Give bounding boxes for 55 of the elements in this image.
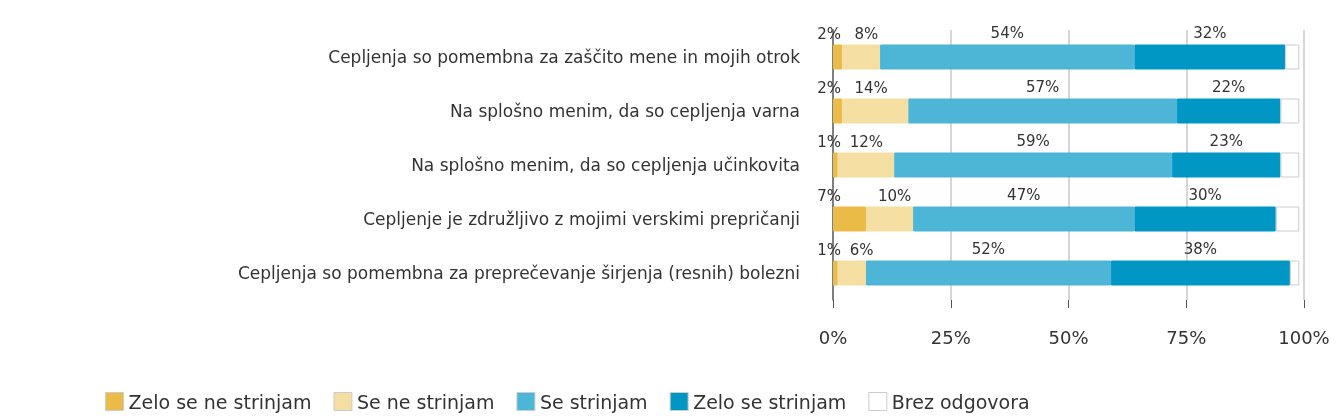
bar (865, 206, 914, 232)
data-label: 12% (849, 133, 884, 151)
y-tick-label: Cepljenja so pomembna za preprečevanje širjenja (resnih) bolezni (237, 263, 800, 283)
data-label: 10% (877, 187, 912, 205)
bar (1172, 152, 1281, 178)
y-tick-label: Cepljenja so pomembna za zaščito mene in mojih otrok (328, 47, 801, 67)
data-label: 47% (1007, 186, 1041, 204)
data-label: 8% (854, 25, 879, 43)
bar (837, 152, 895, 178)
x-tick-label: 50% (1048, 326, 1089, 348)
x-tick-label: 100% (1278, 326, 1330, 348)
data-label: 38% (1183, 240, 1218, 258)
bar (837, 260, 866, 286)
bar (833, 98, 843, 124)
bar (833, 260, 838, 286)
bar (1280, 152, 1300, 178)
legend-label: Se ne strinjam (356, 390, 495, 413)
x-tick-label: 25% (930, 326, 971, 348)
data-label: 57% (1025, 78, 1060, 96)
y-tick-label: Na splošno menim, da so cepljenja učinkovita (411, 155, 800, 175)
bar (1280, 98, 1300, 124)
y-tick-label: Na splošno menim, da so cepljenja varna (449, 101, 800, 121)
bar (1275, 206, 1300, 232)
data-label: 32% (1193, 24, 1227, 42)
x-tick-label: 0% (818, 326, 848, 348)
bar (913, 206, 1135, 232)
bar (833, 44, 843, 70)
legend-label: Se strinjam (539, 390, 648, 413)
bar (1176, 98, 1281, 124)
data-label: 30% (1188, 186, 1222, 204)
bar (842, 98, 909, 124)
data-label: 23% (1209, 132, 1243, 150)
bar (1134, 206, 1276, 232)
data-label: 14% (854, 79, 888, 97)
data-label: 52% (971, 240, 1006, 258)
bar (880, 44, 1135, 70)
bar (1134, 44, 1286, 70)
bar (833, 152, 838, 178)
bar (842, 44, 881, 70)
bar (865, 260, 1111, 286)
legend-label: Zelo se strinjam (693, 390, 847, 413)
legend-label: Zelo se ne strinjam (128, 390, 312, 413)
data-label: 6% (849, 241, 874, 259)
legend-label: Brez odgovora (891, 390, 1030, 413)
bar (833, 206, 866, 232)
y-tick-label: Cepljenje je združljivo z mojimi verskimi prepričanji (363, 209, 800, 229)
bar (1110, 260, 1290, 286)
data-label: 22% (1211, 78, 1246, 96)
x-tick-label: 75% (1166, 326, 1207, 348)
bar (908, 98, 1177, 124)
data-label: 59% (1016, 132, 1050, 150)
data-label: 54% (990, 24, 1024, 42)
bar (1289, 260, 1300, 286)
bar (1285, 44, 1300, 70)
bar (894, 152, 1173, 178)
